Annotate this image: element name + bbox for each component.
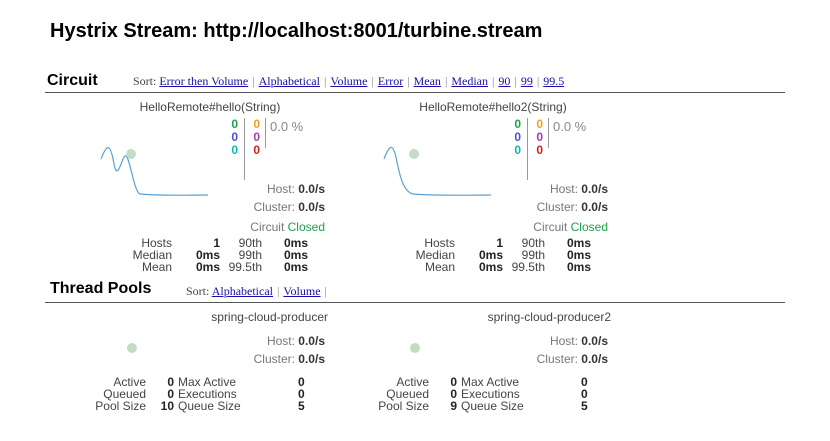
bad-request-count: 0 [514, 143, 521, 157]
circuit-status: Circuit Closed [533, 220, 608, 234]
health-indicator-circle [409, 149, 419, 159]
thread-pools-divider [45, 302, 785, 303]
sort-volume-link[interactable]: Volume [330, 74, 368, 88]
success-count: 0 [514, 117, 521, 131]
health-indicator-circle [410, 343, 420, 353]
timeout-count: 0 [253, 117, 260, 131]
circuit-name: HelloRemote#hello(String) [139, 100, 281, 114]
thread-pool-card: spring-cloud-producer2 Host: 0.0/s Clust… [378, 306, 623, 416]
cluster-rate: Cluster: 0.0/s [536, 200, 608, 214]
sort-alphabetical-link[interactable]: Alphabetical [211, 284, 273, 298]
error-percentage: 0.0 % [553, 119, 587, 134]
success-count: 0 [231, 117, 238, 131]
latency-stats: Hosts 1 90th 0ms Median 0ms 99th 0ms Mean 0ms 99… [415, 237, 591, 273]
circuit-card: HelloRemote#hello(String) 0 0 0 0 0 0 0.… [100, 96, 340, 276]
cluster-rate: Cluster: 0.0/s [253, 352, 325, 366]
failure-count: 0 [253, 143, 260, 157]
sort-volume-link[interactable]: Volume [283, 284, 321, 298]
pct-divider [265, 118, 266, 148]
error-percentage: 0.0 % [270, 119, 304, 134]
host-rate: Host: 0.0/s [266, 334, 325, 348]
health-indicator-circle [127, 343, 137, 353]
thread-pool-name: spring-cloud-producer2 [487, 310, 611, 324]
sort-99-link[interactable]: 99 [520, 74, 533, 88]
sort-alphabetical-link[interactable]: Alphabetical [258, 74, 320, 88]
thread-pools-sort-bar: Sort: Alphabetical | Volume | [186, 284, 327, 298]
short-circuited-count: 0 [231, 130, 238, 144]
sort-90-link[interactable]: 90 [498, 74, 511, 88]
sort-prefix: Sort: [133, 74, 157, 88]
rejected-count: 0 [253, 130, 260, 144]
circuit-card: HelloRemote#hello2(String) 0 0 0 0 0 0 0… [383, 96, 623, 276]
pct-divider [548, 118, 549, 148]
thread-pool-stats: Active 0 Max Active 0 Queued 0 Executions 0 Po… [378, 375, 588, 413]
circuit-sort-bar: Sort: Error then Volume | Alphabetical | Vol… [133, 74, 565, 88]
short-circuited-count: 0 [514, 130, 521, 144]
latency-stats: Hosts 1 90th 0ms Median 0ms 99th 0ms Mean 0ms 99… [132, 237, 308, 273]
circuit-status: Circuit Closed [250, 220, 325, 234]
counts-column-2: 0 0 0 [531, 118, 543, 157]
bad-request-count: 0 [231, 143, 238, 157]
counts-divider [527, 118, 528, 180]
thread-pool-name: spring-cloud-producer [211, 310, 328, 324]
sort-99-5-link[interactable]: 99.5 [543, 74, 565, 88]
thread-pools-section-title: Thread Pools [50, 280, 152, 297]
cluster-rate: Cluster: 0.0/s [253, 200, 325, 214]
sort-error-link[interactable]: Error [377, 74, 404, 88]
rejected-count: 0 [536, 130, 543, 144]
timeout-count: 0 [536, 117, 543, 131]
circuit-divider [45, 92, 785, 93]
host-rate: Host: 0.0/s [549, 182, 608, 196]
counts-column-2: 0 0 0 [248, 118, 260, 157]
page-title: Hystrix Stream: http://localhost:8001/tu… [50, 20, 543, 42]
thread-pool-card: spring-cloud-producer Host: 0.0/s Cluste… [95, 306, 340, 416]
sort-prefix: Sort: [186, 284, 210, 298]
circuit-section-title: Circuit [47, 72, 98, 89]
failure-count: 0 [536, 143, 543, 157]
host-rate: Host: 0.0/s [549, 334, 608, 348]
counts-column-1: 0 0 0 [509, 118, 521, 157]
host-rate: Host: 0.0/s [266, 182, 325, 196]
circuit-name: HelloRemote#hello2(String) [419, 100, 567, 114]
cluster-rate: Cluster: 0.0/s [536, 352, 608, 366]
sparkline-chart [100, 147, 209, 196]
sparkline-chart [383, 146, 492, 196]
sort-error-then-volume-link[interactable]: Error then Volume [159, 74, 249, 88]
sort-mean-link[interactable]: Mean [413, 74, 441, 88]
counts-column-1: 0 0 0 [226, 118, 238, 157]
counts-divider [244, 118, 245, 180]
health-indicator-circle [126, 149, 136, 159]
sort-median-link[interactable]: Median [451, 74, 488, 88]
thread-pool-stats: Active 0 Max Active 0 Queued 0 Executions 0 Po… [95, 375, 305, 413]
